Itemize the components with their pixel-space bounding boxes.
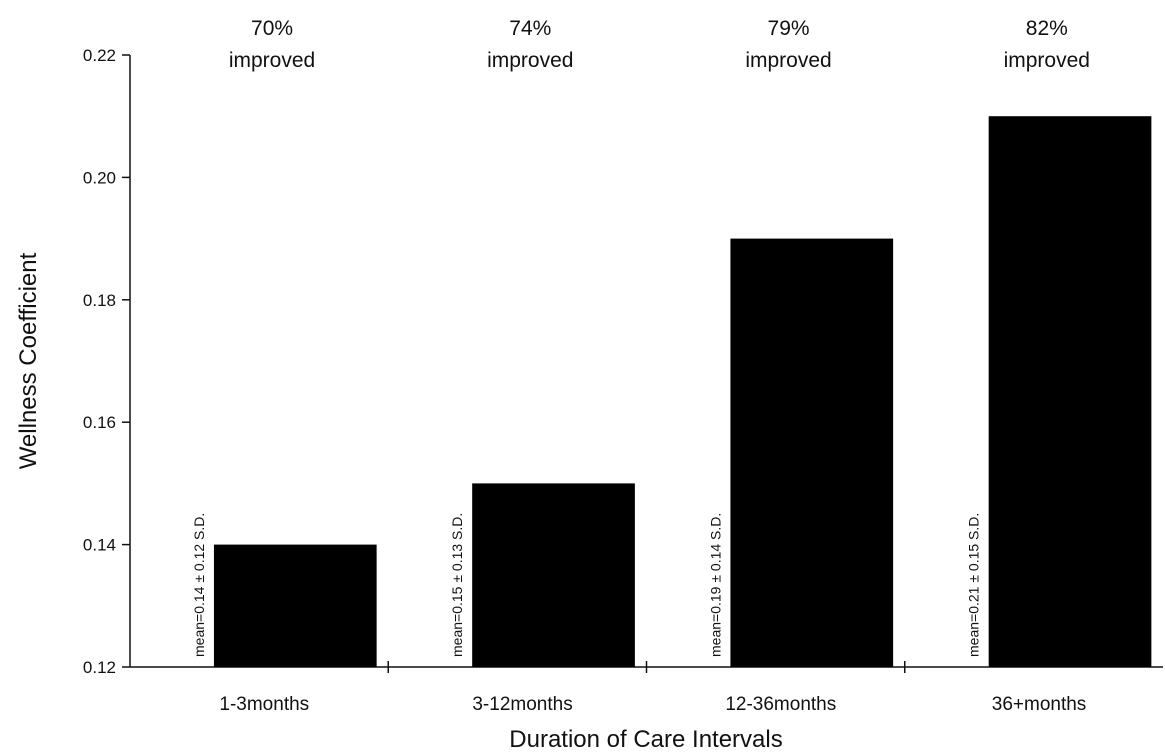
improvement-text-label: improved	[487, 49, 573, 72]
bar	[730, 238, 894, 667]
mean-sd-label: mean=0.19 ± 0.14 S.D.	[707, 513, 723, 657]
bar	[213, 544, 377, 667]
improvement-percent-label: 82%	[1026, 17, 1068, 40]
improvement-text-label: improved	[229, 49, 315, 72]
bar	[988, 116, 1152, 667]
improvement-percent-label: 70%	[251, 17, 293, 40]
annotations: 70% improved mean=0.14 ± 0.12 S.D. 74% impro…	[191, 17, 1090, 657]
x-category-label: 3-12months	[472, 694, 572, 715]
mean-sd-label: mean=0.15 ± 0.13 S.D.	[449, 513, 465, 657]
bars	[213, 116, 1152, 667]
y-tick-label: 0.16	[83, 413, 116, 432]
mean-sd-label: mean=0.14 ± 0.12 S.D.	[191, 513, 207, 657]
y-tick-label: 0.18	[83, 291, 116, 310]
y-tick-label: 0.12	[83, 658, 116, 677]
y-tick-label: 0.22	[83, 46, 116, 65]
improvement-text-label: improved	[745, 49, 831, 72]
y-axis-title: Wellness Coefficient	[15, 252, 42, 469]
x-category-label: 1-3months	[219, 694, 309, 715]
x-axis-ticks: 1-3months 3-12months 12-36months 36+months	[219, 661, 1086, 715]
improvement-text-label: improved	[1004, 49, 1090, 72]
x-category-label: 36+months	[992, 694, 1087, 715]
bar	[472, 483, 635, 667]
y-tick-label: 0.14	[83, 536, 116, 555]
improvement-percent-label: 74%	[509, 17, 551, 40]
improvement-percent-label: 79%	[768, 17, 810, 40]
x-axis-title: Duration of Care Intervals	[509, 726, 782, 753]
mean-sd-label: mean=0.21 ± 0.15 S.D.	[966, 513, 982, 657]
y-tick-label: 0.20	[83, 168, 116, 187]
y-axis-ticks: 0.12 0.14 0.16 0.18 0.20 0.22	[83, 46, 130, 677]
x-category-label: 12-36months	[725, 694, 836, 715]
